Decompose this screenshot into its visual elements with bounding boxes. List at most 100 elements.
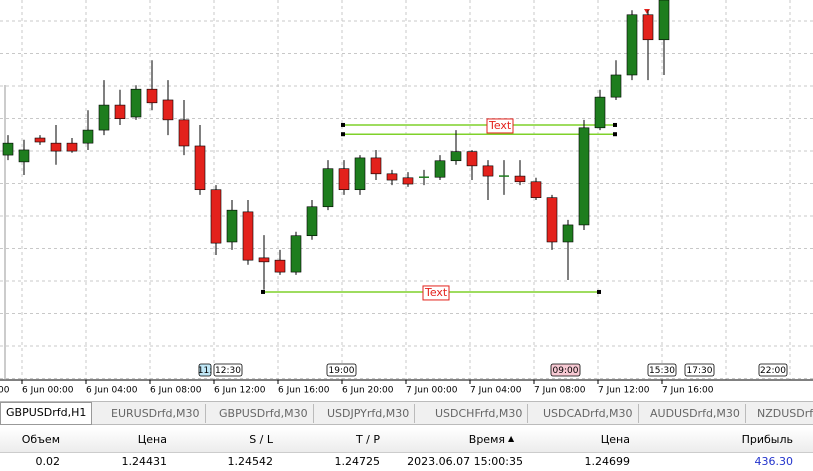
candle-body [114, 104, 126, 120]
tab[interactable]: AUDUSDrfd,M30 [645, 404, 746, 423]
candle-body [562, 224, 574, 243]
table-cell: 2023.06.07 15:00:35 [407, 455, 523, 468]
candle-body [98, 104, 110, 131]
candle-body [226, 209, 238, 243]
time-marker: 22:00 [760, 366, 786, 376]
x-tick-label: 6 Jun 00:00 [22, 386, 74, 396]
candle-body [594, 96, 606, 129]
time-marker: 15:30 [649, 366, 675, 376]
candle-body [434, 160, 446, 178]
candle-body [530, 181, 542, 198]
plot-area [0, 0, 813, 380]
table-cell: 0.02 [35, 455, 61, 468]
candle-body [162, 99, 174, 121]
time-marker-box [198, 363, 212, 377]
candle-body [642, 14, 654, 41]
candle-body [450, 151, 462, 162]
table-cell: 1.24542 [227, 455, 274, 468]
candle-body [210, 189, 222, 244]
time-marker-box [550, 363, 581, 377]
candle-body [178, 119, 190, 147]
candle-body [194, 145, 206, 191]
tab-bar: GBPUSDrfd,H1 EURUSDrfd,M30 GBPUSDrfd,M30 US… [0, 401, 813, 425]
candle-body [354, 157, 366, 191]
text-label: Text [488, 119, 512, 132]
table-cell: Объем [21, 433, 60, 446]
tab[interactable]: GBPUSDrfd,H1 [0, 402, 93, 425]
time-marker-box [758, 363, 788, 377]
candle-body [546, 197, 558, 243]
table-cell: Прибыль [741, 433, 793, 446]
level-handle [613, 122, 617, 127]
candle-body [466, 151, 478, 167]
candle-body [626, 14, 638, 76]
level-handle [597, 289, 601, 294]
candle-body [338, 168, 350, 191]
candle-body [274, 259, 286, 273]
candle-body [242, 211, 254, 261]
table-cell: Цена [137, 433, 167, 446]
tab[interactable]: USDCHFrfd,M30 [430, 404, 529, 423]
candle-body [2, 142, 14, 156]
time-marker-box [326, 363, 357, 377]
table-cell: 1.24699 [584, 455, 631, 468]
candle-body [306, 206, 318, 237]
table-cell: Цена [600, 433, 630, 446]
table-cell: 1.24431 [121, 455, 168, 468]
level-handle [341, 122, 345, 127]
chart: 00 Text Text 6 Jun 00:00 6 Jun 04:00 6 Jun 0… [0, 0, 813, 396]
text-label: Text [424, 286, 448, 299]
candle-body [290, 235, 302, 273]
x-tick-label: 6 Jun 04:00 [86, 386, 138, 396]
candle-body [482, 165, 494, 177]
time-marker-box [684, 363, 715, 377]
time-marker: 17:30 [687, 366, 713, 376]
time-marker-box [213, 363, 243, 377]
x-tick-label: 00 [0, 386, 10, 396]
x-tick-label: 7 Jun 16:00 [662, 386, 714, 396]
candle-body [610, 74, 622, 98]
table-cell: T / P [355, 433, 380, 446]
time-marker: 12:30 [215, 366, 241, 376]
time-marker: 11: [198, 366, 212, 376]
candle-body [322, 168, 334, 208]
level-handle [613, 132, 617, 137]
candle-body [66, 142, 78, 152]
x-tick-label: 7 Jun 12:00 [598, 386, 650, 396]
sort-icon: ▲ [508, 434, 515, 443]
candle-body [146, 88, 158, 104]
level-handle [341, 132, 345, 137]
candle-body [658, 0, 670, 41]
x-tick-label: 6 Jun 20:00 [342, 386, 394, 396]
level-handle [261, 289, 265, 294]
candle-body [34, 137, 46, 143]
table-header: ▲ Объем Цена S / L T / P Время Цена Прибыль [0, 428, 813, 453]
x-tick-label: 6 Jun 08:00 [150, 386, 202, 396]
time-marker: 19:00 [329, 366, 355, 376]
candle-body [370, 157, 382, 175]
candle-body [50, 142, 62, 152]
x-tick-label: 6 Jun 12:00 [214, 386, 266, 396]
tab[interactable]: GBPUSDrfd,M30 [214, 404, 314, 423]
table-cell: S / L [249, 433, 273, 446]
table-cell: 436.30 [754, 455, 794, 468]
tab[interactable]: USDCADrfd,M30 [538, 404, 639, 423]
x-tick-label: 7 Jun 00:00 [406, 386, 458, 396]
text-label-box [422, 285, 450, 301]
table-cell: Время [468, 433, 505, 446]
table-cell: 1.24725 [334, 455, 381, 468]
tab[interactable]: USDJPYrfd,M30 [322, 404, 416, 423]
time-marker: 09:00 [553, 366, 579, 376]
candle-body [402, 177, 414, 185]
tab[interactable]: NZDUSDrfd [752, 404, 813, 423]
time-marker-box [647, 363, 677, 377]
candle-body [578, 127, 590, 226]
candle-body [18, 149, 30, 163]
candle-body [130, 88, 142, 118]
candle-body [514, 175, 526, 183]
x-tick-label: 7 Jun 04:00 [470, 386, 522, 396]
table-row[interactable]: 0.02 1.24431 1.24542 1.24725 2023.06.07 15:0… [0, 452, 813, 471]
tab[interactable]: EURUSDrfd,M30 [106, 404, 206, 423]
candle-body [82, 129, 94, 144]
